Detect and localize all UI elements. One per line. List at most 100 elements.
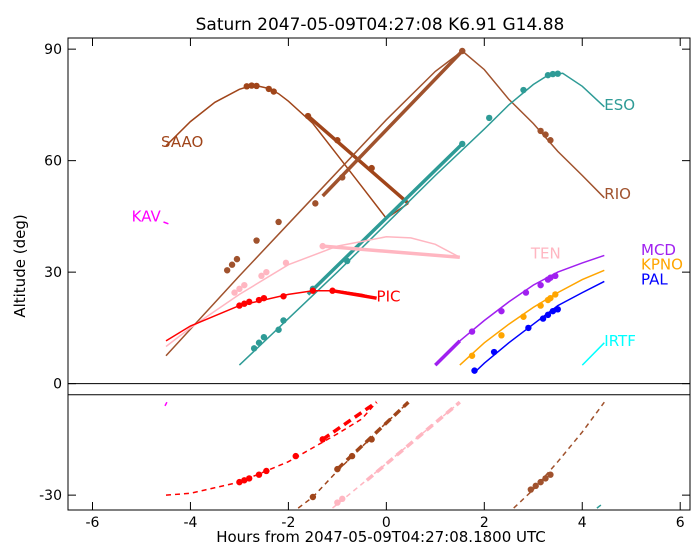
below-horizon-point [334,465,341,473]
series-pic [165,287,377,342]
data-point-rio [228,261,236,268]
data-point-pal [539,315,547,322]
below-horizon-track [332,400,461,509]
data-point-eso [544,71,552,79]
data-point-eso [485,114,493,122]
below-horizon-point [348,452,356,460]
series-line-eso [238,72,605,366]
axes: -6 -4 -2 0 2 4 6 -30 0 30 60 90 [39,37,691,531]
below-horizon-point [547,471,554,478]
below-horizon-line [164,401,168,407]
data-point-pic [329,287,336,294]
data-point-rio [547,137,554,144]
below-horizon-layer [164,400,605,509]
below-horizon-track [513,401,605,509]
data-point-kpno [547,294,554,302]
series-irtf [581,342,605,366]
series-thick-pic [332,288,377,300]
data-point-eso [280,317,287,324]
below-horizon-point [537,478,544,486]
below-horizon-point [309,493,317,501]
data-point-kpno [552,291,559,298]
below-horizon-thick [336,400,410,471]
below-horizon-point [292,452,299,460]
x-axis-label: Hours from 2047-05-09T04:27:08.1800 UTC [216,528,546,545]
below-horizon-point [334,499,341,506]
data-point-kpno [520,313,527,320]
series-thick-rio [321,49,464,198]
x-tick-label: 4 [578,515,587,531]
series-label-pic: PIC [377,287,401,305]
data-point-eso [343,257,351,265]
series-line-rio [165,50,605,357]
below-horizon-point [236,478,243,486]
data-point-eso [275,326,282,333]
y-tick-label: 90 [44,42,62,58]
data-point-rio [312,200,319,207]
data-point-saao [334,137,341,144]
series-label-kav: KAV [132,207,162,225]
data-point-ten [231,289,238,296]
data-point-pic [255,296,263,304]
series-line-irtf [581,342,605,366]
data-point-saao [253,82,260,90]
x-tick-label: -2 [281,515,295,531]
series-label-pal: PAL [641,271,668,289]
below-horizon-line [165,401,378,496]
below-horizon-point [532,482,539,490]
data-point-eso [255,339,263,346]
below-horizon-point [368,436,375,443]
series-eso [238,70,605,366]
data-point-saao [304,112,312,120]
data-point-ten [236,285,243,293]
data-point-pal [554,306,561,313]
data-point-rio [233,255,241,263]
x-tick-label: 2 [480,515,489,531]
data-point-mcd [498,307,505,315]
series-label-saao: SAAO [161,133,203,151]
series-line-saao [165,85,409,220]
data-point-rio [339,174,346,181]
data-point-pal [490,348,498,356]
data-point-kpno [468,352,476,359]
data-point-eso [549,70,557,78]
below-horizon-line [596,503,603,509]
x-tick-label: 6 [676,515,685,531]
data-point-saao [368,164,375,172]
data-point-ten [319,242,326,250]
data-point-kpno [537,302,544,309]
chart-title: Saturn 2047-05-09T04:27:08 K6.91 G14.88 [196,15,565,35]
data-point-pic [260,294,268,302]
data-point-rio [253,237,260,244]
y-axis-label: Altitude (deg) [11,214,29,317]
data-point-mcd [522,289,530,296]
series-mcd [434,254,605,367]
data-point-mcd [547,274,554,281]
below-horizon-line [513,401,605,509]
data-point-eso [260,333,268,341]
below-horizon-point [241,477,248,484]
data-point-rio [223,267,231,274]
data-point-pal [549,307,557,315]
data-point-eso [520,86,527,94]
below-horizon-track [297,400,410,509]
data-point-pal [544,311,552,319]
below-horizon-point [319,436,326,443]
data-point-eso [459,140,466,148]
data-point-rio [537,127,544,135]
y-tick-label: 30 [44,265,62,281]
data-point-saao [270,88,277,95]
x-tick-label: -4 [183,515,197,531]
series-line-pal [473,280,605,374]
data-point-eso [554,70,561,77]
below-horizon-point [255,471,263,478]
data-point-saao [265,85,273,93]
series-kpno [459,269,605,366]
y-tick-label: 0 [53,377,62,393]
below-horizon-track [596,503,603,509]
plot-frame [67,37,691,511]
data-point-mcd [468,328,476,335]
data-point-pic [309,287,317,294]
series-label-rio: RIO [604,185,631,203]
